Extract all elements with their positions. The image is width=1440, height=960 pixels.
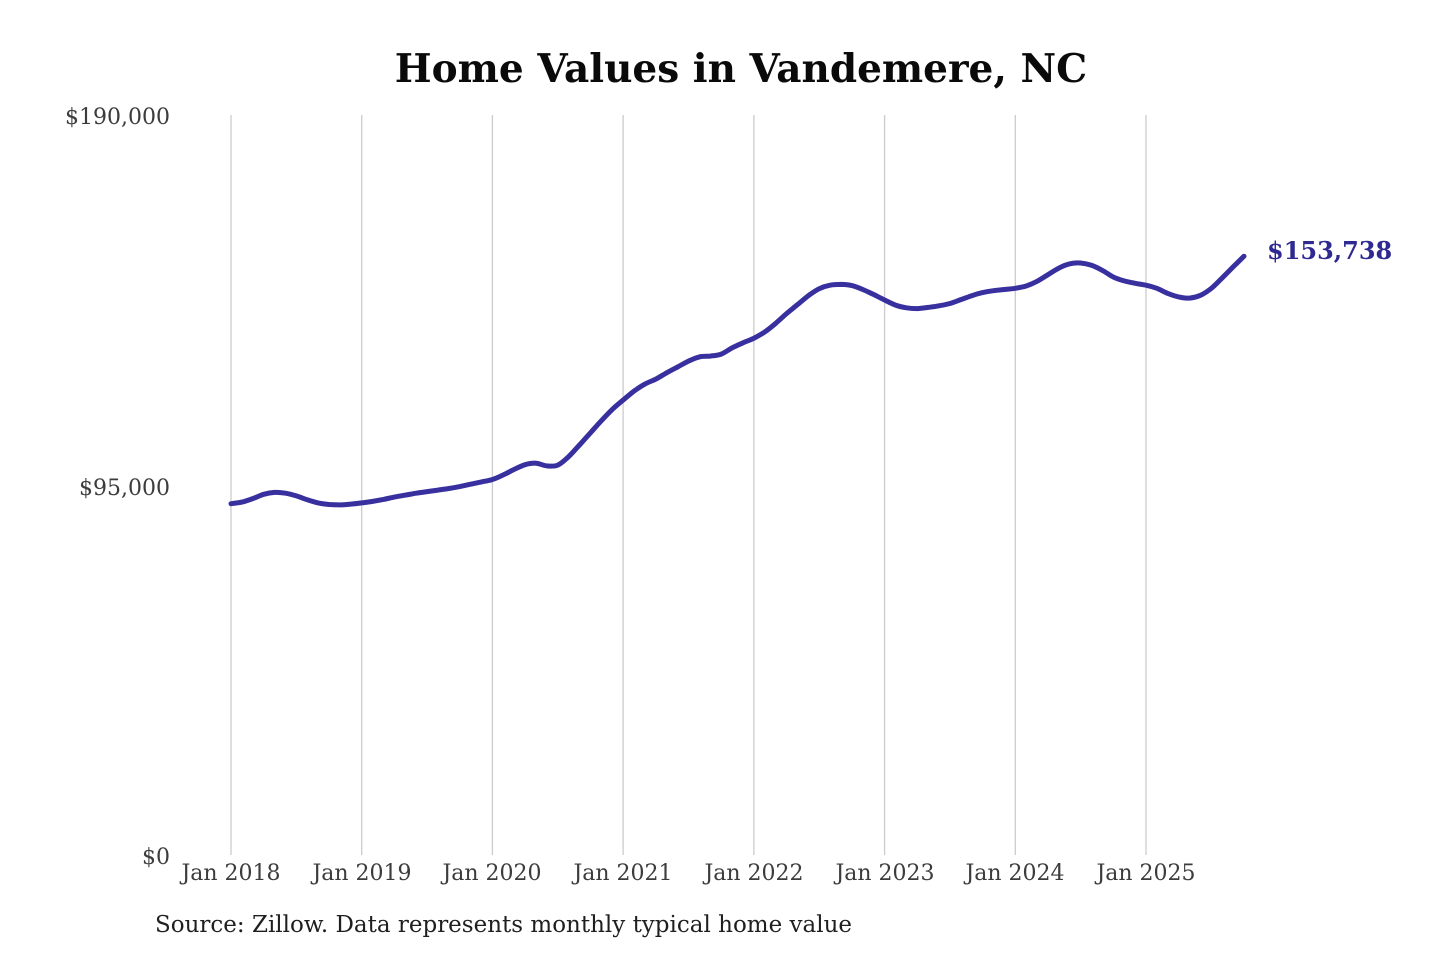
source-note: Source: Zillow. Data represents monthly … xyxy=(155,912,853,938)
x-tick-jan-2023: Jan 2023 xyxy=(833,861,934,886)
x-tick-jan-2020: Jan 2020 xyxy=(440,861,541,886)
x-tick-jan-2025: Jan 2025 xyxy=(1094,861,1195,886)
y-axis: $190,000 $95,000 $0 xyxy=(65,105,170,870)
end-value-label: $153,738 xyxy=(1267,236,1392,265)
x-tick-jan-2024: Jan 2024 xyxy=(963,861,1064,886)
chart-title: Home Values in Vandemere, NC xyxy=(394,46,1088,92)
y-tick-0: $0 xyxy=(142,845,170,870)
x-tick-jan-2021: Jan 2021 xyxy=(571,861,672,886)
x-tick-jan-2018: Jan 2018 xyxy=(179,861,280,886)
x-axis: Jan 2018 Jan 2019 Jan 2020 Jan 2021 Jan … xyxy=(179,861,1195,886)
y-tick-95000: $95,000 xyxy=(79,476,170,501)
y-tick-190000: $190,000 xyxy=(65,105,170,130)
x-tick-jan-2019: Jan 2019 xyxy=(310,861,411,886)
gridlines xyxy=(230,115,1147,855)
x-tick-jan-2022: Jan 2022 xyxy=(702,861,803,886)
home-value-line xyxy=(228,253,1247,508)
